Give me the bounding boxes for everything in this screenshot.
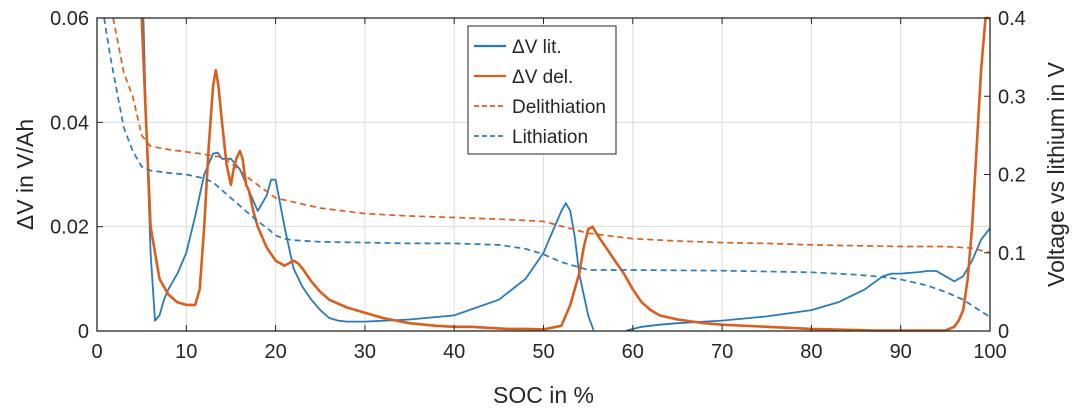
y-axis-label-left: ΔV in V/Ah <box>12 119 38 230</box>
x-tick-label: 90 <box>890 341 912 363</box>
y-tick-label-left: 0 <box>78 321 89 343</box>
x-tick-label: 60 <box>622 341 644 363</box>
y-tick-label-left: 0.04 <box>50 112 89 134</box>
legend-label: ΔV del. <box>512 67 573 88</box>
x-tick-label: 80 <box>800 341 822 363</box>
y-tick-label-left: 0.06 <box>50 8 89 30</box>
y-tick-label-right: 0.1 <box>998 243 1026 265</box>
x-tick-label: 70 <box>711 341 733 363</box>
legend: ΔV lit. ΔV del. Delithiation Lithiation <box>467 25 617 155</box>
series-line-1 <box>626 227 991 332</box>
legend-label: ΔV lit. <box>512 37 562 58</box>
x-tick-label: 100 <box>973 341 1006 363</box>
series-line-2 <box>140 16 990 332</box>
y-tick-label-right: 0 <box>998 321 1009 343</box>
legend-label: Delithiation <box>512 97 606 118</box>
y-tick-label-left: 0.02 <box>50 217 89 239</box>
x-tick-label: 30 <box>354 341 376 363</box>
y-tick-label-right: 0.4 <box>998 8 1026 30</box>
data-lines <box>103 16 991 332</box>
series-line-3 <box>112 17 991 254</box>
series-line-4 <box>103 17 991 318</box>
y-tick-label-right: 0.3 <box>998 86 1026 108</box>
legend-box <box>467 25 617 155</box>
x-tick-label: 0 <box>91 341 102 363</box>
x-tick-label: 10 <box>175 341 197 363</box>
series-line-0 <box>142 17 595 331</box>
x-tick-label: 50 <box>532 341 554 363</box>
y-tick-label-right: 0.2 <box>998 165 1026 187</box>
y-axis-label-right: Voltage vs lithium in V <box>1043 61 1069 287</box>
x-tick-label: 20 <box>264 341 286 363</box>
axis-ticks: 0 10 20 30 40 50 60 70 80 90 10000.020.040.0600.10… <box>50 8 1026 363</box>
legend-label: Lithiation <box>512 127 588 148</box>
x-axis-label: SOC in % <box>493 382 594 408</box>
x-tick-label: 40 <box>443 341 465 363</box>
